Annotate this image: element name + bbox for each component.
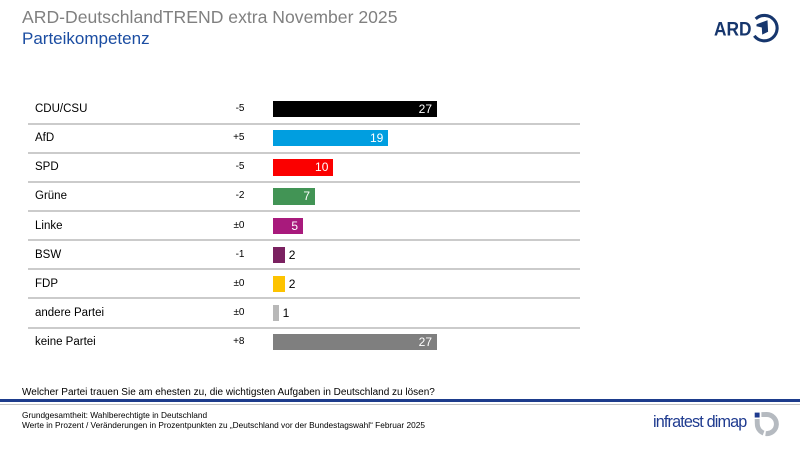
svg-text:ARD: ARD (714, 18, 752, 40)
